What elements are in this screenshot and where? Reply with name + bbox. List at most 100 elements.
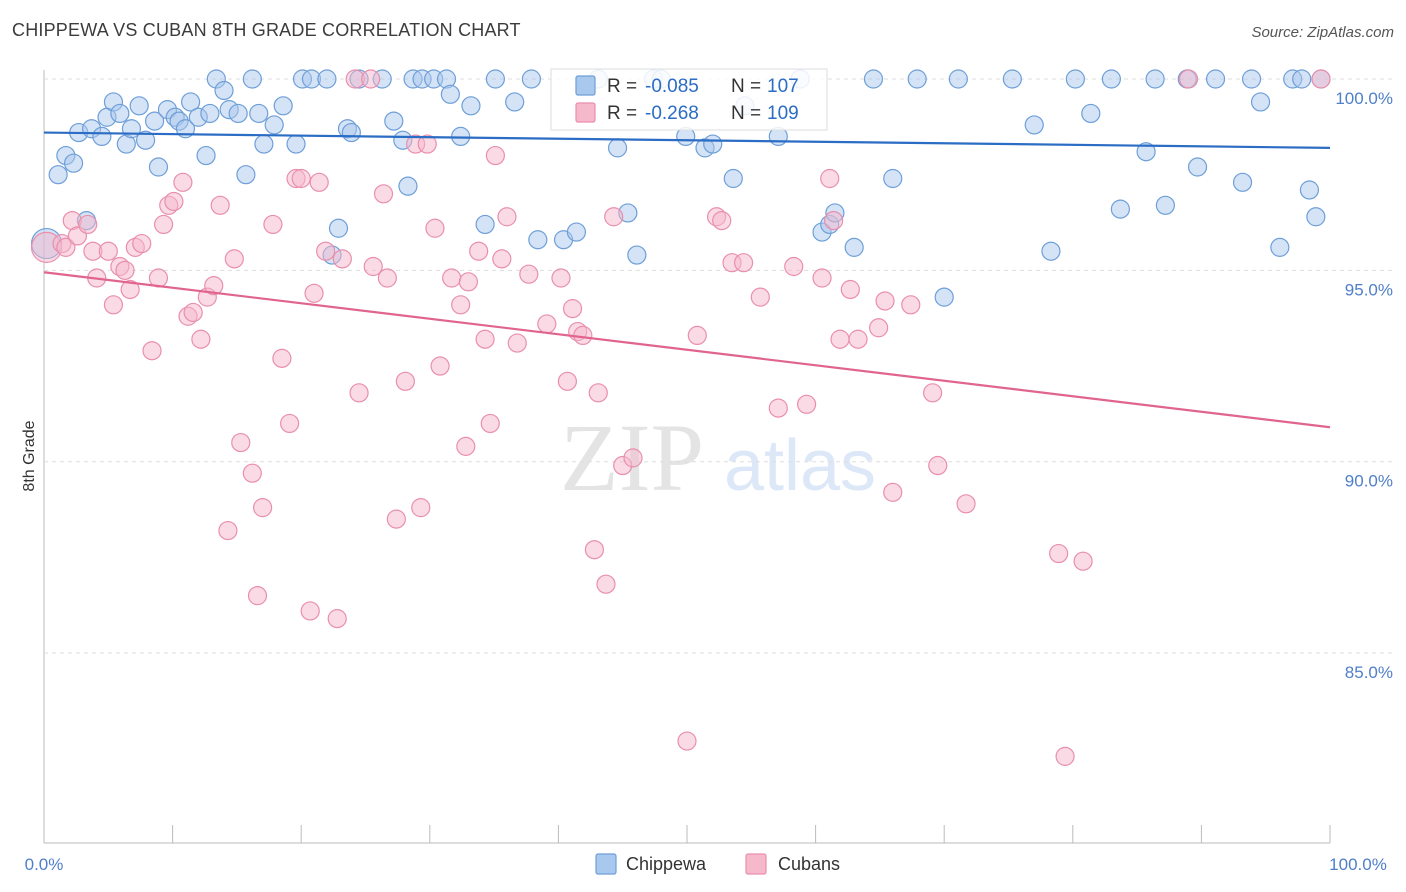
point-cubans-86 — [733, 253, 754, 273]
legend-r-value-cubans: -0.268 — [645, 103, 699, 124]
point-chippewa-34 — [273, 96, 293, 116]
point-cubans-29 — [231, 432, 251, 453]
point-cubans-47 — [363, 256, 383, 277]
point-cubans-76 — [588, 383, 608, 403]
legend-swatch-cubans — [575, 102, 596, 123]
point-cubans-38 — [300, 601, 320, 621]
legend-box: R = -0.085 N = 107 R = -0.268 N = 109 — [550, 68, 828, 131]
point-chippewa-97 — [1232, 172, 1253, 192]
point-chippewa-81 — [907, 69, 927, 89]
point-cubans-103 — [956, 494, 976, 514]
point-cubans-54 — [417, 134, 437, 154]
point-chippewa-82 — [934, 287, 954, 307]
y-tick-label-85: 85.0% — [1345, 663, 1393, 682]
point-chippewa-1 — [48, 165, 68, 185]
point-chippewa-57 — [505, 92, 525, 112]
legend-frame — [550, 68, 828, 131]
legend-r-label-cubans: R = — [607, 103, 637, 124]
x-axis-ticks — [172, 825, 1331, 843]
point-chippewa-80 — [883, 168, 903, 189]
point-cubans-28 — [224, 249, 244, 269]
point-cubans-81 — [677, 731, 697, 751]
point-chippewa-23 — [196, 145, 216, 166]
point-chippewa-102 — [1292, 69, 1312, 89]
point-cubans-51 — [395, 371, 415, 391]
point-chippewa-90 — [1110, 199, 1130, 219]
point-cubans-35 — [280, 413, 300, 434]
watermark: ZIP atlas — [560, 404, 876, 511]
point-cubans-59 — [456, 436, 476, 456]
point-chippewa-92 — [1145, 69, 1165, 89]
point-cubans-67 — [507, 333, 527, 353]
point-chippewa-45 — [384, 111, 404, 131]
point-chippewa-32 — [254, 134, 274, 154]
point-cubans-64 — [485, 145, 505, 166]
point-chippewa-61 — [566, 222, 587, 242]
point-cubans-72 — [562, 299, 583, 319]
trend-line-cubans — [43, 271, 1331, 429]
point-cubans-9 — [103, 295, 124, 315]
point-cubans-32 — [253, 498, 273, 518]
point-cubans-70 — [551, 268, 571, 288]
point-cubans-37 — [291, 168, 311, 189]
point-cubans-87 — [750, 287, 770, 307]
point-cubans-94 — [830, 329, 850, 349]
point-chippewa-85 — [1024, 115, 1044, 135]
point-chippewa-87 — [1065, 69, 1085, 89]
point-cubans-14 — [132, 233, 152, 254]
point-cubans-61 — [469, 241, 489, 261]
point-chippewa-24 — [200, 103, 220, 124]
point-cubans-108 — [1311, 69, 1331, 89]
point-cubans-95 — [840, 279, 860, 300]
point-chippewa-59 — [528, 230, 548, 250]
point-cubans-100 — [901, 295, 921, 315]
point-cubans-77 — [596, 574, 616, 594]
point-chippewa-83 — [948, 69, 968, 89]
point-cubans-78 — [604, 207, 624, 227]
point-chippewa-63 — [607, 138, 628, 158]
point-chippewa-35 — [286, 134, 306, 154]
legend-r-value-chippewa: -0.085 — [645, 76, 699, 97]
point-chippewa-55 — [475, 214, 495, 235]
point-chippewa-28 — [228, 103, 248, 124]
point-cubans-31 — [247, 586, 268, 606]
trend-lines — [43, 131, 1331, 429]
point-cubans-104 — [1049, 543, 1069, 564]
point-cubans-91 — [812, 268, 832, 288]
point-chippewa-99 — [1250, 92, 1271, 112]
watermark-atlas: atlas — [724, 426, 876, 506]
y-axis-tick-labels: 100.0% 95.0% 90.0% 85.0% — [1335, 89, 1393, 682]
point-cubans-107 — [1178, 69, 1199, 89]
point-cubans-25 — [204, 276, 224, 296]
y-axis-label: 8th Grade — [21, 420, 38, 491]
point-cubans-89 — [784, 256, 804, 277]
point-chippewa-56 — [485, 69, 505, 89]
point-chippewa-26 — [214, 80, 234, 101]
point-cubans-68 — [519, 264, 539, 284]
point-cubans-82 — [687, 325, 707, 346]
point-chippewa-15 — [144, 111, 165, 131]
point-cubans-90 — [796, 394, 817, 414]
bottom-legend-swatch-cubans — [745, 853, 767, 875]
point-cubans-63 — [480, 413, 500, 434]
point-chippewa-65 — [627, 245, 647, 265]
x-tick-label-right: 100.0% — [1329, 855, 1387, 874]
point-cubans-88 — [768, 398, 788, 418]
source-credit: Source: ZipAtlas.com — [1251, 24, 1394, 41]
bottom-legend-label-cubans: Cubans — [778, 854, 840, 874]
point-chippewa-16 — [148, 157, 169, 177]
y-tick-label-100: 100.0% — [1335, 89, 1393, 108]
bottom-legend-swatch-chippewa — [595, 853, 617, 875]
legend-r-label-chippewa: R = — [607, 76, 637, 97]
point-chippewa-21 — [181, 92, 201, 112]
point-cubans-92 — [820, 168, 840, 189]
point-cubans-8 — [98, 241, 118, 261]
point-chippewa-104 — [1306, 207, 1326, 227]
point-chippewa-40 — [328, 218, 349, 238]
point-chippewa-88 — [1081, 103, 1101, 124]
point-cubans-50 — [386, 509, 406, 529]
chart-title: CHIPPEWA VS CUBAN 8TH GRADE CORRELATION … — [12, 20, 521, 40]
point-cubans-65 — [492, 249, 512, 269]
point-cubans-33 — [263, 214, 283, 235]
